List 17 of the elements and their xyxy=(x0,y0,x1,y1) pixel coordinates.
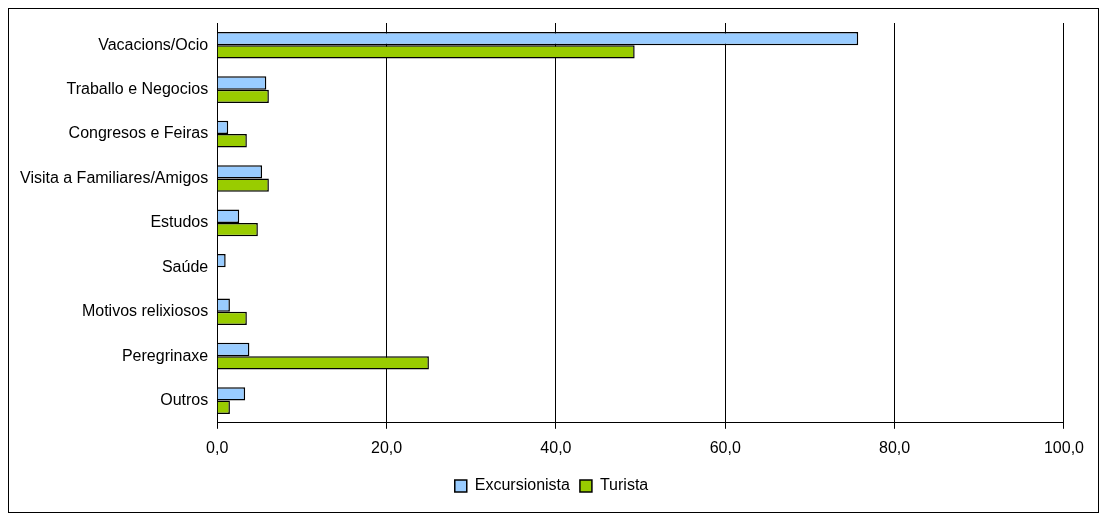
y-tick-label: Estudos xyxy=(150,213,209,231)
x-tick-label: 80,0 xyxy=(879,438,911,456)
y-tick-label: Peregrinaxe xyxy=(121,346,209,364)
x-tick-label: 40,0 xyxy=(540,438,572,456)
y-tick-label: Saúde xyxy=(161,257,209,275)
legend-label: Turista xyxy=(599,476,649,494)
y-tick-label: Congresos e Feiras xyxy=(68,124,209,142)
x-tick-label: 0,0 xyxy=(206,438,229,456)
x-tick-label: 20,0 xyxy=(370,438,403,456)
legend-label: Excursionista xyxy=(474,476,571,494)
y-tick-label: Motivos relixiosos xyxy=(81,302,209,320)
x-tick-label: 60,0 xyxy=(709,438,741,456)
y-tick-label: Traballo e Negocios xyxy=(66,80,209,98)
y-tick-label: Visita a Familiares/Amigos xyxy=(19,168,209,186)
y-tick-label: Vacacions/Ocio xyxy=(98,35,209,53)
x-tick-label: 100,0 xyxy=(1043,438,1085,456)
y-tick-label: Outros xyxy=(160,391,209,408)
